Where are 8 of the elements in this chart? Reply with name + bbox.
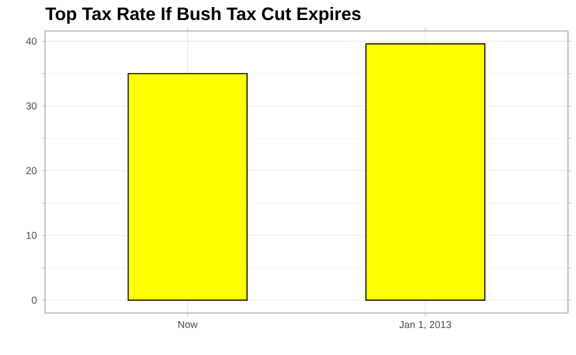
y-tick-label: 20 [26, 167, 37, 174]
x-tick-label: Now [178, 321, 198, 328]
chart-title: Top Tax Rate If Bush Tax Cut Expires [45, 6, 361, 24]
y-tick-label: 40 [26, 38, 37, 45]
y-tick-label: 30 [26, 102, 37, 110]
y-tick-label: 0 [32, 296, 37, 304]
y-tick-label: 10 [26, 232, 37, 239]
x-tick-label: Jan 1, 2013 [399, 321, 452, 330]
